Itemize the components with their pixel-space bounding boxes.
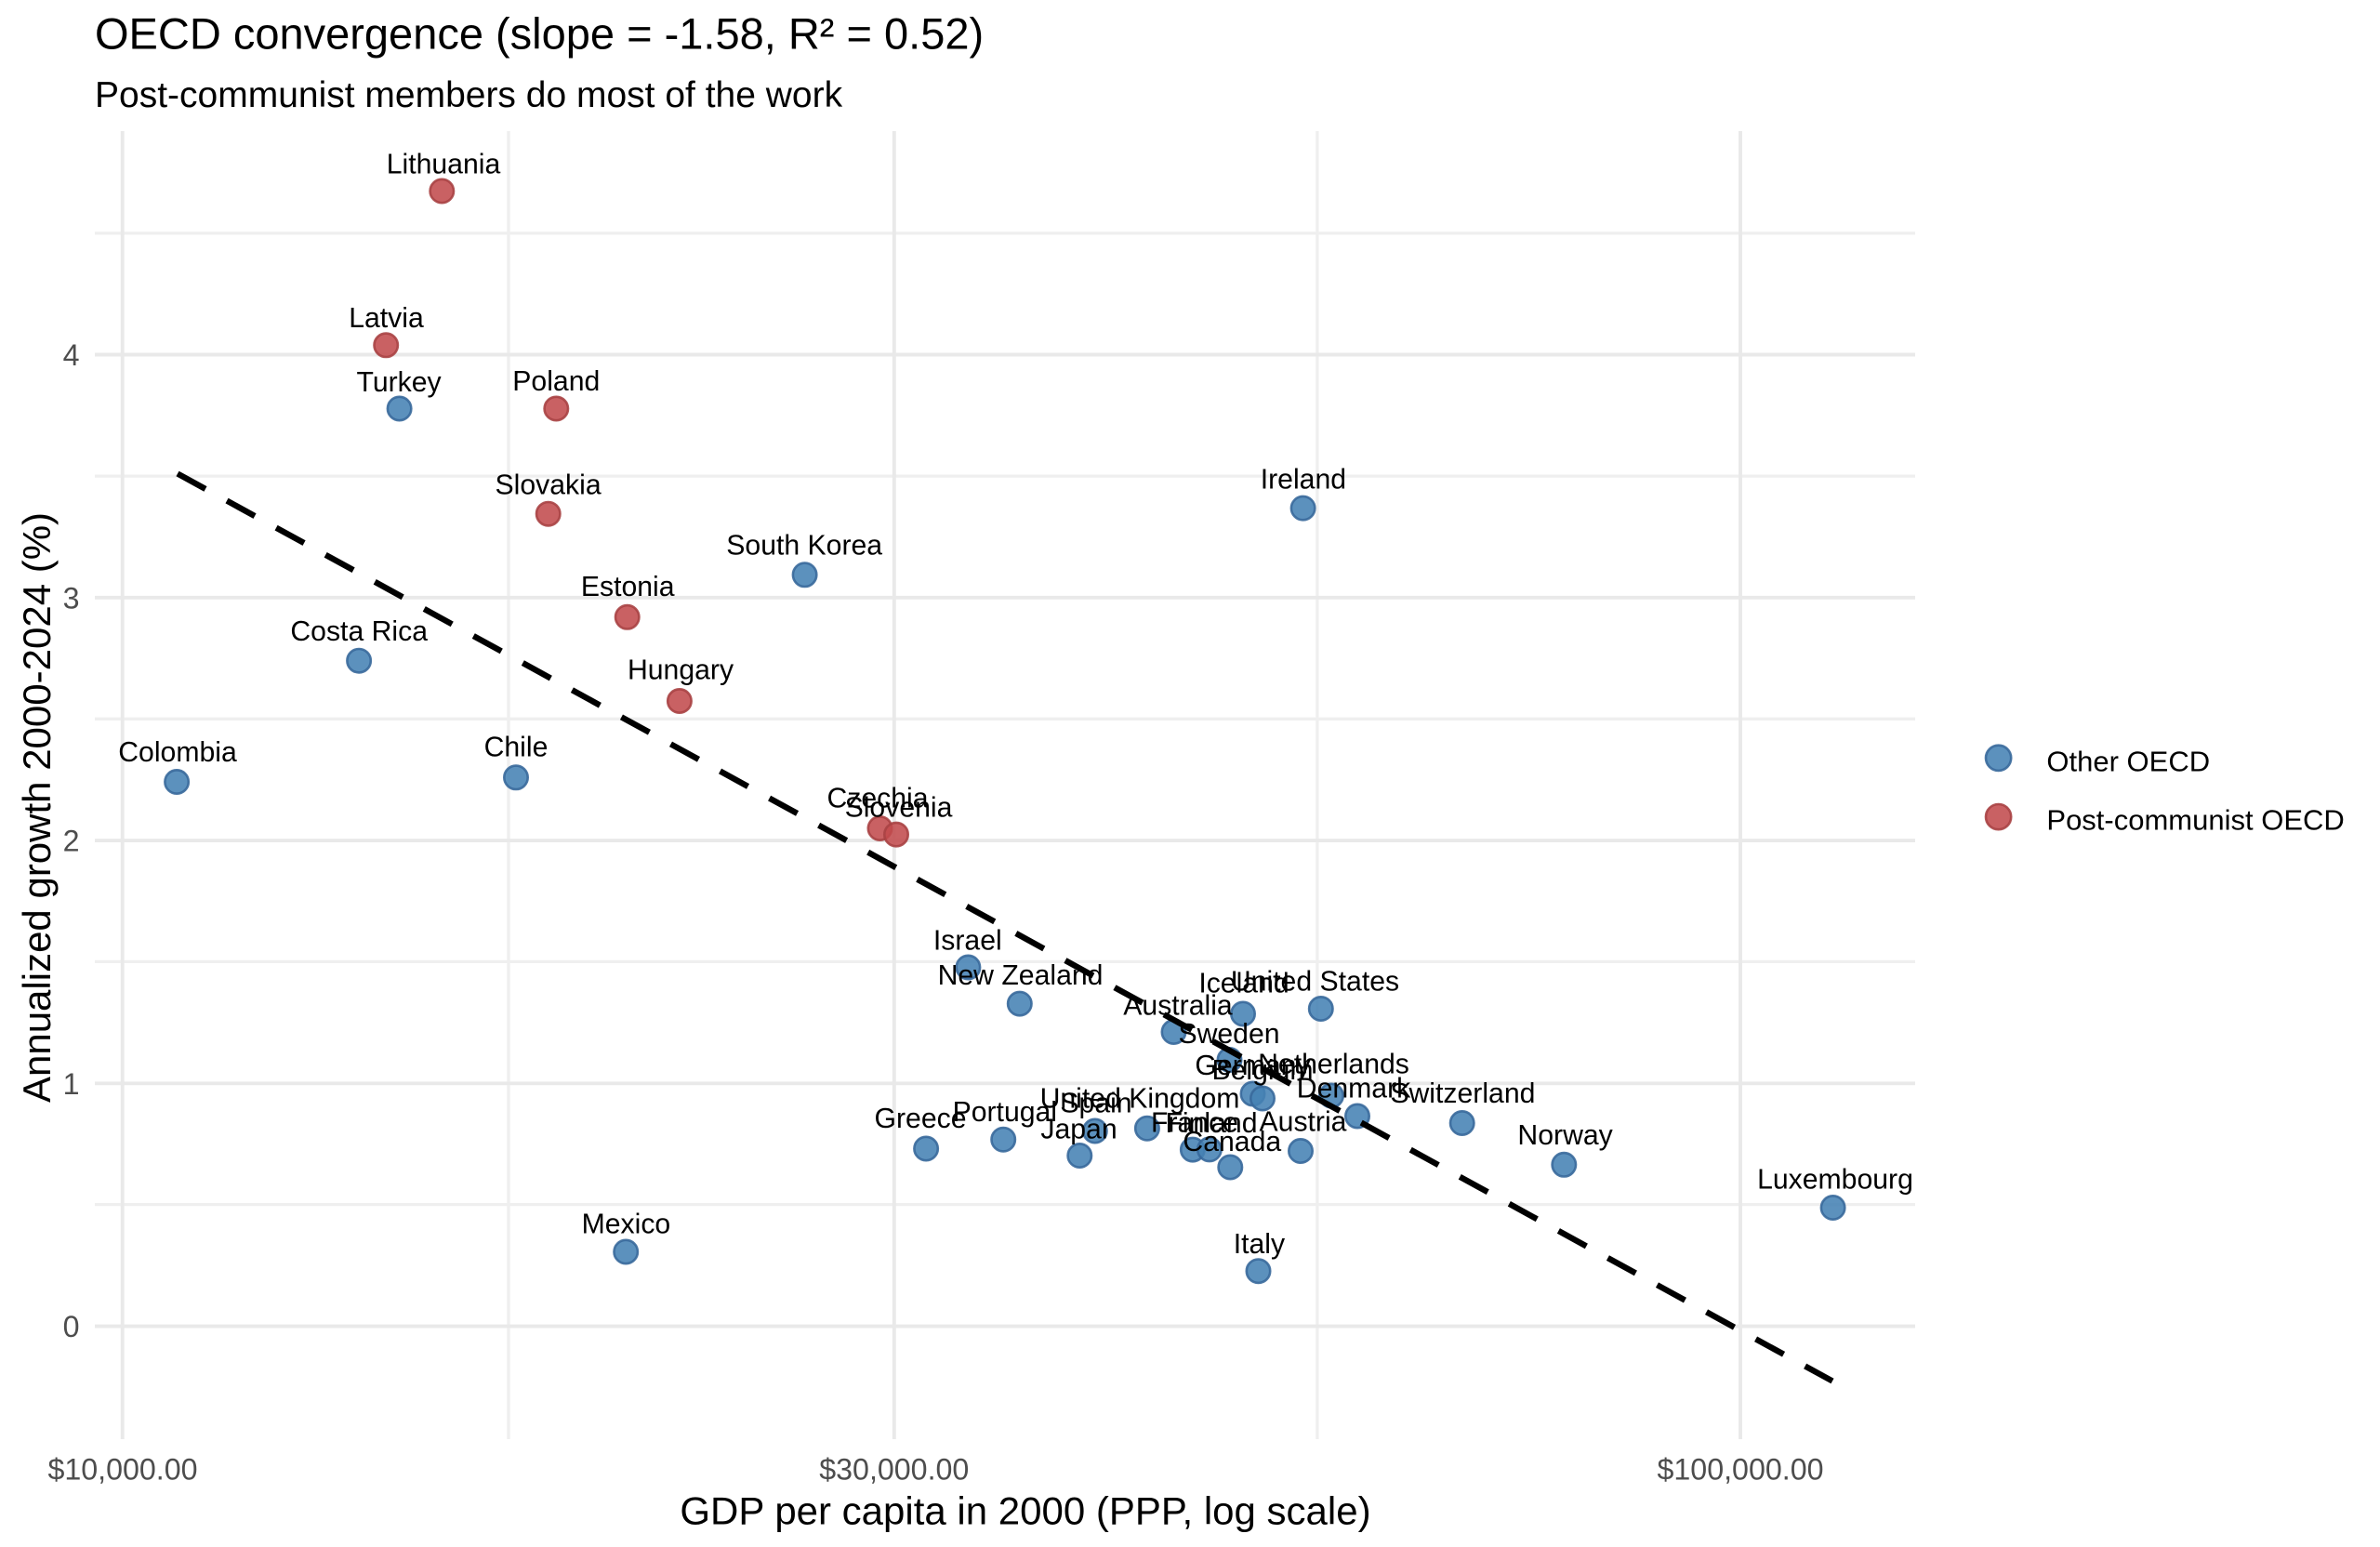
svg-text:Slovenia: Slovenia [845, 793, 953, 824]
svg-text:Norway: Norway [1517, 1120, 1613, 1151]
svg-text:Turkey: Turkey [357, 367, 443, 398]
svg-text:Austria: Austria [1260, 1107, 1347, 1138]
svg-text:Finland: Finland [1165, 1108, 1257, 1139]
svg-text:GDP per capita in 2000 (PPP, l: GDP per capita in 2000 (PPP, log scale) [680, 1489, 1370, 1533]
svg-text:2: 2 [63, 825, 80, 858]
svg-text:Germany: Germany [1195, 1051, 1311, 1081]
svg-text:1: 1 [63, 1067, 80, 1101]
svg-text:Costa Rica: Costa Rica [290, 616, 428, 647]
svg-text:3: 3 [63, 581, 80, 615]
svg-text:Iceland: Iceland [1198, 969, 1289, 999]
svg-text:Czechia: Czechia [826, 784, 928, 814]
svg-text:$10,000.00: $10,000.00 [47, 1453, 197, 1487]
svg-text:Switzerland: Switzerland [1390, 1078, 1535, 1109]
svg-text:Post-communist members do most: Post-communist members do most of the wo… [95, 75, 843, 115]
svg-text:Australia: Australia [1123, 991, 1233, 1022]
svg-text:4: 4 [63, 338, 80, 372]
svg-text:$100,000.00: $100,000.00 [1658, 1453, 1824, 1487]
svg-text:Denmark: Denmark [1297, 1074, 1411, 1104]
svg-text:Mexico: Mexico [582, 1209, 671, 1239]
svg-text:New Zealand: New Zealand [938, 960, 1104, 991]
svg-text:Spain: Spain [1060, 1089, 1131, 1119]
svg-text:Israel: Israel [933, 926, 1002, 957]
svg-text:Post-communist OECD: Post-communist OECD [2046, 804, 2344, 837]
svg-text:$30,000.00: $30,000.00 [819, 1453, 969, 1487]
svg-text:Belgium: Belgium [1211, 1055, 1313, 1086]
svg-text:Greece: Greece [875, 1104, 967, 1134]
svg-text:OECD convergence (slope = -1.5: OECD convergence (slope = -1.58, R² = 0.… [95, 9, 984, 59]
svg-text:Sweden: Sweden [1178, 1019, 1279, 1050]
svg-text:Lithuania: Lithuania [387, 150, 501, 180]
svg-text:Italy: Italy [1234, 1229, 1286, 1260]
svg-text:Ireland: Ireland [1261, 465, 1346, 496]
svg-text:Chile: Chile [484, 733, 549, 763]
svg-text:United Kingdom: United Kingdom [1040, 1084, 1240, 1115]
svg-text:Hungary: Hungary [628, 655, 734, 686]
svg-text:South Korea: South Korea [726, 531, 882, 562]
svg-text:Latvia: Latvia [349, 303, 424, 334]
svg-text:Japan: Japan [1040, 1115, 1117, 1145]
svg-text:Slovakia: Slovakia [496, 470, 602, 501]
svg-text:0: 0 [63, 1310, 80, 1343]
svg-text:Colombia: Colombia [118, 737, 237, 768]
svg-text:United States: United States [1231, 967, 1399, 998]
svg-text:Annualized growth 2000-2024 (%: Annualized growth 2000-2024 (%) [15, 512, 59, 1103]
svg-text:Other OECD: Other OECD [2046, 745, 2210, 777]
svg-text:Poland: Poland [512, 366, 600, 397]
svg-text:France: France [1151, 1108, 1238, 1139]
svg-text:Portugal: Portugal [953, 1097, 1057, 1128]
svg-text:Canada: Canada [1183, 1127, 1281, 1157]
svg-text:Netherlands: Netherlands [1258, 1050, 1409, 1080]
svg-text:Luxembourg: Luxembourg [1757, 1165, 1913, 1196]
svg-text:Estonia: Estonia [581, 572, 675, 602]
